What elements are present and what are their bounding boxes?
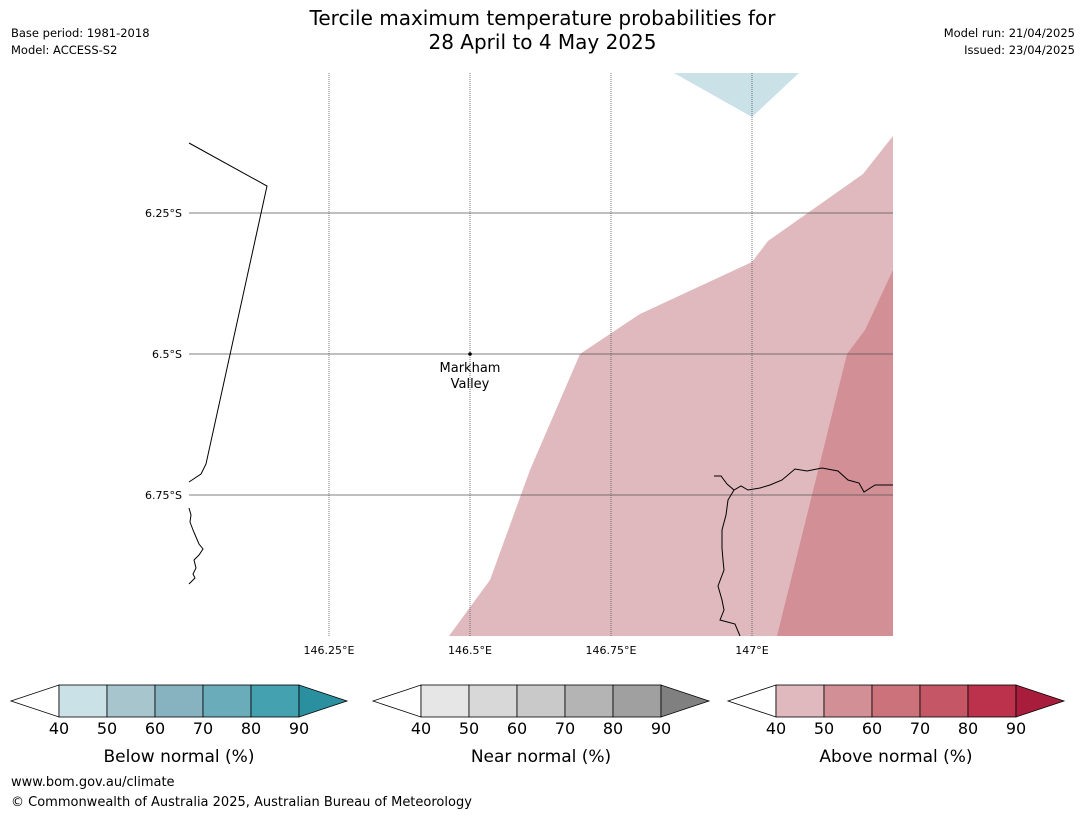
lat-label-6-75: 6.75°S [145, 489, 182, 502]
colorbar-extend-low [9, 684, 60, 718]
lon-label-147: 147°E [735, 644, 768, 657]
colorbar-tick-label: 70 [193, 719, 213, 738]
lon-label-146-75: 146.75°E [586, 644, 637, 657]
colorbar-extend-low [371, 684, 422, 718]
title-line-1: Tercile maximum temperature probabilitie… [309, 6, 776, 30]
colorbar-segment [106, 684, 156, 718]
colorbar-segment [516, 684, 566, 718]
base-period: Base period: 1981-2018 [11, 26, 150, 40]
colorbar-tick-label: 40 [411, 719, 431, 738]
lon-label-146-25: 146.25°E [304, 644, 355, 657]
footer-copyright: © Commonwealth of Australia 2025, Austra… [11, 795, 472, 810]
province-border [188, 142, 268, 483]
colorbar-segment [775, 684, 825, 718]
colorbar-above-normal: 40 50 60 70 80 90 Above normal (%) [726, 684, 1066, 767]
lon-label-146-5: 146.5°E [448, 644, 492, 657]
colorbar-extend-high [1015, 684, 1066, 718]
map-title: Tercile maximum temperature probabilitie… [0, 6, 1085, 54]
lat-label-6-25: 6.25°S [145, 207, 182, 220]
colorbar-extend-low [726, 684, 777, 718]
below-normal-region [674, 73, 799, 117]
colorbar-segment [612, 684, 662, 718]
metadata-right: Model run: 21/04/2025 Issued: 23/04/2025 [944, 25, 1075, 59]
map-panel: Markham Valley 6.25°S 6.5°S 6.75°S 146.2… [145, 73, 893, 657]
colorbar-tick-label: 60 [862, 719, 882, 738]
colorbar-tick-label: 40 [49, 719, 69, 738]
coastline-west [188, 507, 204, 585]
colorbar-segment [967, 684, 1017, 718]
above-normal-region-40 [449, 136, 893, 636]
colorbar-tick-label: 70 [555, 719, 575, 738]
place-label-line-1: Markham [440, 361, 501, 376]
colorbar-segment [871, 684, 921, 718]
colorbar-tick-label: 60 [145, 719, 165, 738]
colorbar-below-normal: 40 50 60 70 80 90 Below normal (%) [9, 684, 349, 767]
colorbar-segment [202, 684, 252, 718]
colorbar-extend-high [298, 684, 349, 718]
colorbar-segment [468, 684, 518, 718]
colorbar-tick-label: 90 [289, 719, 309, 738]
colorbar-segment [919, 684, 969, 718]
colorbar-tick-label: 50 [97, 719, 117, 738]
boundaries [188, 142, 893, 637]
river-south [717, 489, 741, 637]
colorbar-tick-label: 90 [1006, 719, 1026, 738]
colorbar-segment [564, 684, 614, 718]
colorbar-segment [420, 684, 470, 718]
gridlines [189, 73, 893, 636]
colorbar-segment [250, 684, 300, 718]
colorbar-tick-label: 40 [766, 719, 786, 738]
colorbar-tick-label: 50 [814, 719, 834, 738]
title-line-2: 28 April to 4 May 2025 [428, 30, 657, 54]
colorbar-title: Above normal (%) [819, 747, 972, 767]
above-normal-region-50 [777, 270, 893, 636]
colorbar-tick-label: 50 [459, 719, 479, 738]
colorbar-title: Below normal (%) [104, 747, 255, 767]
markham-valley-marker [468, 352, 472, 356]
river-and-coast-east [714, 467, 893, 493]
colorbar-tick-label: 80 [603, 719, 623, 738]
colorbar-tick-label: 90 [651, 719, 671, 738]
colorbar-title: Near normal (%) [471, 747, 611, 767]
footer-url: www.bom.gov.au/climate [11, 775, 175, 790]
metadata-left: Base period: 1981-2018 Model: ACCESS-S2 [11, 25, 150, 59]
model-run: Model run: 21/04/2025 [943, 26, 1075, 40]
colorbar-segment [58, 684, 108, 718]
colorbar-tick-label: 80 [958, 719, 978, 738]
colorbar-tick-label: 70 [910, 719, 930, 738]
colorbar-tick-label: 60 [507, 719, 527, 738]
lat-label-6-5: 6.5°S [152, 348, 182, 361]
model-name: Model: ACCESS-S2 [11, 43, 118, 57]
colorbar-segment [823, 684, 873, 718]
place-label-line-2: Valley [451, 377, 490, 392]
colorbar-tick-label: 80 [241, 719, 261, 738]
colorbar-extend-high [660, 684, 711, 718]
colorbar-segment [154, 684, 204, 718]
colorbar-near-normal: 40 50 60 70 80 90 Near normal (%) [371, 684, 711, 767]
issued-date: Issued: 23/04/2025 [964, 43, 1075, 57]
